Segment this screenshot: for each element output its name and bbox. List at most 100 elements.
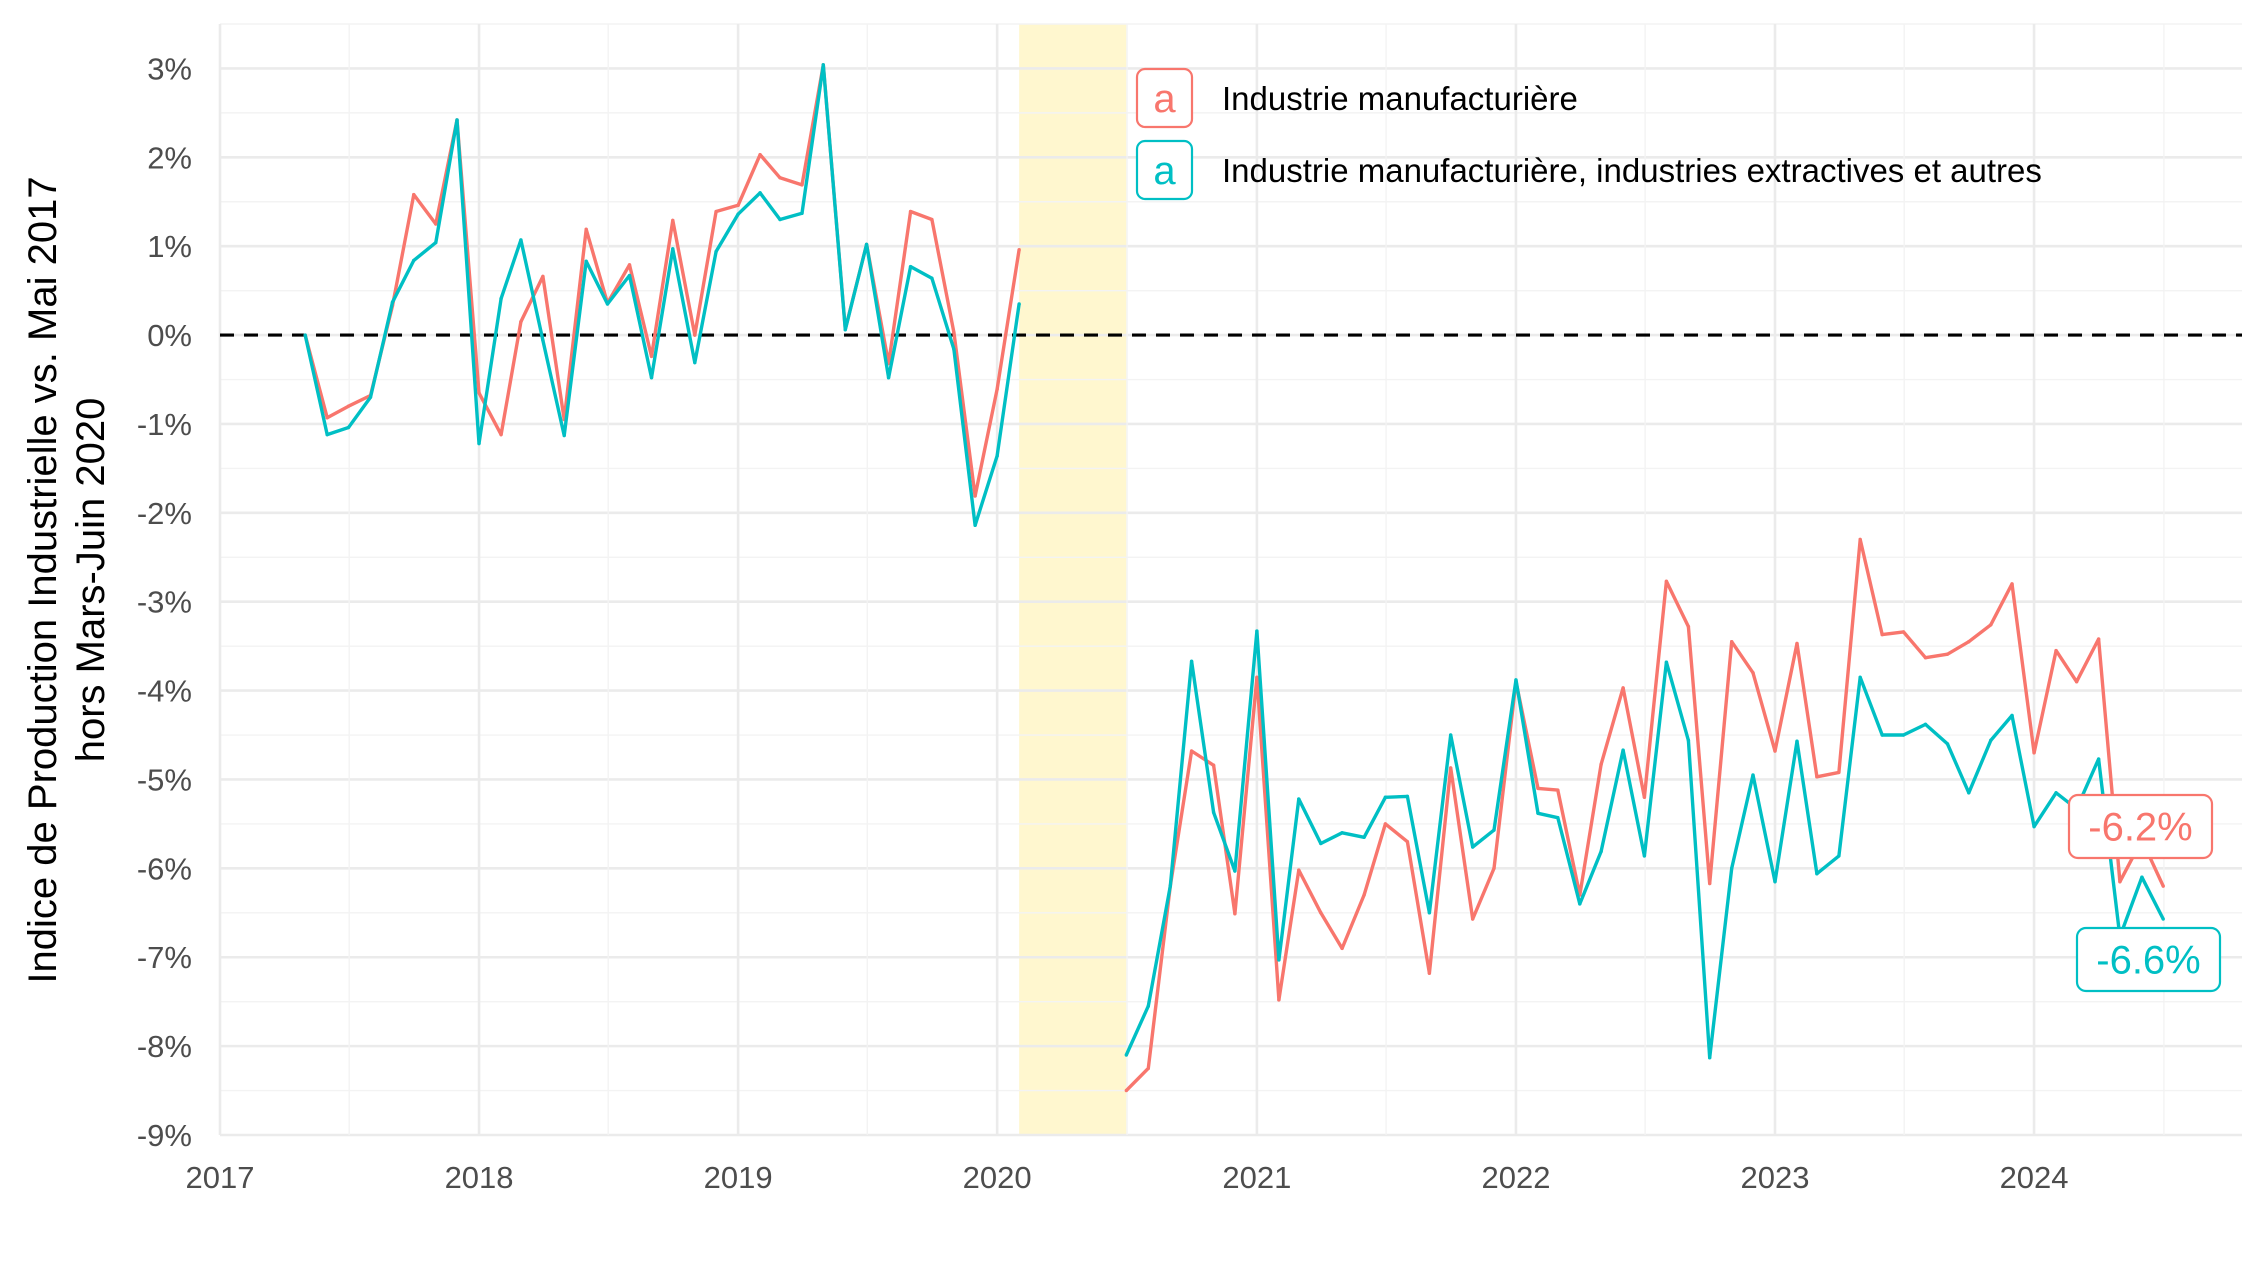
data-point [627,273,632,278]
data-point [346,425,351,430]
data-point [2032,751,2036,755]
data-point [1578,902,1582,906]
data-point [1686,624,1691,629]
data-point [1664,579,1669,583]
data-point [886,376,891,380]
y-tick-label: -2% [137,496,192,531]
data-point [1708,881,1712,886]
data-point [1492,866,1496,871]
y-tick-label: 1% [147,229,192,264]
data-point [1536,786,1540,791]
x-tick-label: 2022 [1481,1160,1550,1195]
data-point [1621,748,1625,752]
y-tick-label: -8% [137,1029,192,1064]
end-value-labels: -6.2% -6.6% [2067,793,2222,993]
data-point [2054,648,2058,653]
y-axis-title: Indice de Production Industrielle vs. Ma… [21,176,113,983]
x-tick-label: 2023 [1741,1160,1810,1195]
data-point [1233,869,1237,873]
data-point [1383,822,1388,826]
data-point [1989,623,1993,627]
data-point [758,191,762,195]
y-tick-label: 0% [147,318,192,353]
data-point [1815,871,1819,876]
legend: a Industrie manufacturière a Industrie manu… [1135,67,2042,201]
data-point [736,203,740,208]
data-point [368,395,373,399]
data-point [1837,770,1841,775]
x-tick-label: 2021 [1222,1160,1291,1195]
end-label-text: -6.2% [2088,806,2193,850]
data-point [2161,917,2165,921]
data-point [693,360,697,365]
data-point [1536,811,1540,815]
data-point [1146,1004,1151,1008]
grid-lines [218,23,2242,1137]
data-point [1967,640,1971,644]
data-point [1621,686,1625,690]
data-point [1340,946,1344,951]
data-point [1362,893,1366,897]
data-point [499,432,503,437]
data-point [1211,810,1216,815]
data-point [1923,656,1928,660]
shaded-period [1019,24,1127,1135]
data-point [562,433,566,438]
data-point [1664,660,1669,664]
data-point [671,218,675,223]
data-point [1642,854,1647,858]
data-point [2074,680,2079,684]
x-axis-tick-labels: 2017 2018 2019 2020 2021 2022 2023 2024 [186,1160,2069,1195]
data-point [434,240,438,245]
y-axis-tick-labels: 3% 2% 1% 0% -1% -2% -3% -4% -5% -6% -7% -8% -9% [137,51,192,1153]
data-point [1448,733,1453,737]
data-point [1277,958,1281,962]
data-point [864,242,869,247]
data-point [1599,762,1603,767]
y-tick-label: -9% [137,1118,192,1153]
data-point [1470,845,1475,849]
data-point [1901,733,1906,737]
shaded-region [1019,24,1127,1135]
legend-entry-label: Industrie manufacturière, industries ext… [1222,152,2042,189]
data-point [1340,831,1344,835]
legend-entry-label: Industrie manufacturière [1222,80,1578,117]
x-tick-label: 2017 [186,1160,255,1195]
data-point [325,432,329,437]
data-point [1233,911,1237,916]
data-point [1297,797,1301,801]
data-point [1277,998,1281,1002]
data-point [1880,733,1884,737]
data-point [1319,841,1323,846]
data-point [2118,879,2122,884]
data-point [1642,795,1647,799]
y-tick-label: -7% [137,940,192,975]
series-line [303,63,1021,527]
data-point [736,212,740,216]
data-point [1773,749,1777,753]
data-point [952,330,956,335]
end-label-text: -6.6% [2096,939,2201,983]
data-point [908,264,913,269]
data-point [778,217,782,222]
y-tick-label: -4% [137,674,192,709]
data-point [1795,641,1799,646]
data-point [1448,766,1453,770]
data-point [434,222,438,226]
data-point [1751,773,1755,777]
data-point [930,276,934,280]
data-point [1168,884,1173,888]
data-point [477,441,481,446]
data-point [1945,742,1950,746]
data-point [1405,794,1410,799]
series-lines [303,63,2165,1093]
data-point [541,338,545,343]
data-point [1124,1053,1129,1057]
data-point [1297,868,1301,872]
end-label-box [2067,793,2214,860]
data-point [714,249,718,254]
data-point [627,263,632,267]
y-tick-label: 3% [147,51,192,86]
data-point [973,523,977,527]
